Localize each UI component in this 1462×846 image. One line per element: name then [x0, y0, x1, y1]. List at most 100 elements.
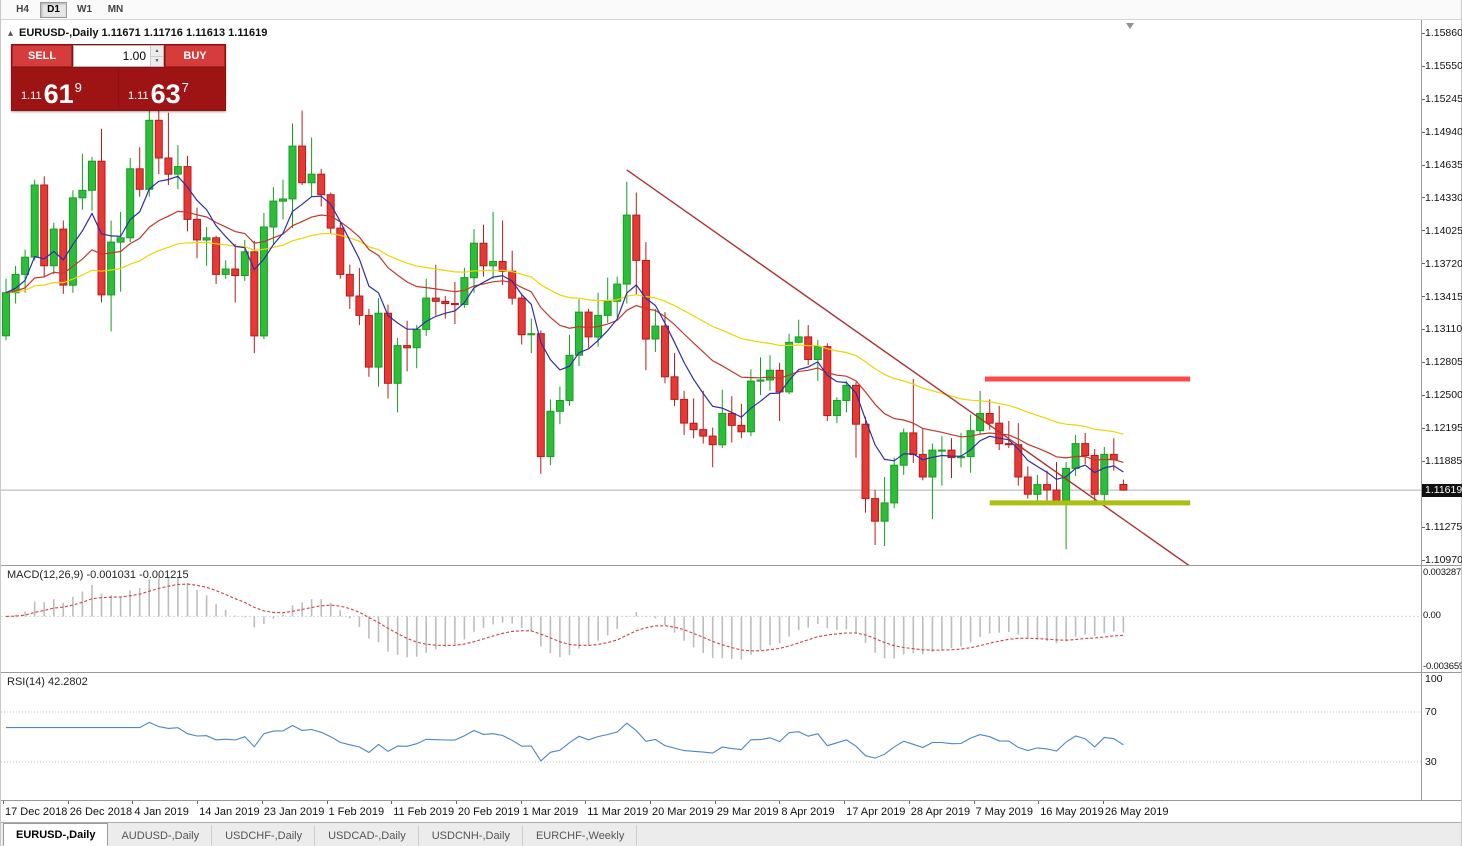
rsi-axis-label: 30 [1425, 756, 1437, 768]
rsi-label: RSI(14) 42.2802 [7, 676, 88, 688]
date-axis-label: 29 Mar 2019 [716, 806, 779, 818]
date-axis-label: 17 Apr 2019 [846, 806, 906, 818]
date-axis-tick [973, 801, 975, 804]
date-axis-tick [908, 801, 910, 804]
buy-price-display[interactable]: 1.11 63 7 [119, 68, 225, 110]
ma_fast-line [5, 175, 1124, 481]
price-axis-tick [1422, 394, 1425, 396]
trade-panel-controls: SELL ▲ ▼ BUY [12, 45, 225, 67]
price-axis-tick [1422, 559, 1425, 561]
volume-spinner: ▲ ▼ [150, 46, 163, 66]
price-axis-label: 1.13415 [1425, 290, 1462, 303]
date-axis-tick [197, 801, 199, 804]
price-axis-tick [1422, 296, 1425, 297]
date-axis-label: 1 Feb 2019 [328, 806, 385, 818]
price-axis-tick [1422, 427, 1425, 429]
sell-price-pip: 9 [74, 80, 82, 95]
date-axis-label: 14 Jan 2019 [199, 806, 260, 818]
volume-input[interactable] [74, 46, 150, 66]
price-axis[interactable]: 1.15860 1.15550 1.15245 1.14940 1.14635 1.143… [1422, 20, 1462, 566]
macd-axis-label: -0.003659 [1423, 661, 1462, 672]
timeframe-button-mn[interactable]: MN [102, 2, 129, 18]
ma_slow-line [5, 232, 1124, 435]
date-axis[interactable]: 17 Dec 2018 26 Dec 2018 4 Jan 2019 14 Jan 2… [1, 801, 1421, 822]
date-axis-tick [585, 801, 587, 804]
macd-histogram [5, 577, 1125, 660]
date-axis-tick [1038, 801, 1040, 804]
sell-price-prefix: 1.11 [21, 90, 42, 102]
buy-button[interactable]: BUY [165, 45, 225, 67]
current-price-tag: 1.11619 [1422, 483, 1462, 497]
date-axis-tick [1102, 801, 1104, 804]
price-axis-tick [1422, 32, 1425, 34]
rsi-axis: 100 70 30 [1422, 673, 1462, 800]
chart-ohlc-header: ▴ EURUSD-,Daily 1.11671 1.11716 1.11613 … [8, 27, 267, 39]
date-axis-tick [67, 801, 69, 804]
volume-box: ▲ ▼ [73, 45, 164, 67]
sell-price-display[interactable]: 1.11 61 9 [12, 68, 118, 110]
price-axis-label: 1.14025 [1425, 224, 1462, 237]
tab-eurusd-daily[interactable]: EURUSD-,Daily [3, 823, 109, 846]
descending-trendline[interactable] [626, 169, 1195, 565]
price-axis-label: 1.10970 [1425, 554, 1462, 566]
macd-label: MACD(12,26,9) -0.001031 -0.001215 [7, 569, 189, 581]
trade-panel-collapse-icon[interactable]: ▴ [8, 27, 14, 39]
pane-separator-macd-rsi[interactable] [1, 672, 1461, 673]
tab-usdchf-daily[interactable]: USDCHF-,Daily [212, 825, 316, 846]
volume-increase-button[interactable]: ▲ [151, 46, 163, 57]
tab-usdcad-daily[interactable]: USDCAD-,Daily [315, 825, 419, 846]
sell-price-main: 61 [43, 79, 74, 109]
timeframe-button-h4[interactable]: H4 [9, 2, 36, 18]
pane-separator-rsi-dates[interactable] [1, 800, 1461, 801]
volume-decrease-button[interactable]: ▼ [151, 56, 163, 66]
date-axis-label: 16 May 2019 [1040, 806, 1104, 818]
tab-usdcnh-daily[interactable]: USDCNH-,Daily [419, 825, 523, 846]
chart-area: ▴ EURUSD-,Daily 1.11671 1.11716 1.11613 … [1, 20, 1462, 822]
macd-axis-label: 0.00 [1423, 610, 1441, 622]
date-axis-label: 26 May 2019 [1104, 806, 1169, 818]
chart-title: EURUSD-,Daily 1.11671 1.11716 1.11613 1.… [19, 27, 268, 39]
date-axis-label: 26 Dec 2018 [69, 806, 133, 818]
date-axis-label: 20 Feb 2019 [457, 806, 520, 818]
sell-button[interactable]: SELL [12, 45, 72, 67]
price-axis-label: 1.14330 [1425, 191, 1462, 204]
date-axis-tick [844, 801, 846, 804]
price-axis-divider [1421, 20, 1422, 801]
date-axis-tick [779, 801, 781, 804]
price-axis-label: 1.11885 [1425, 455, 1462, 468]
timeframe-button-d1[interactable]: D1 [40, 1, 67, 18]
trade-panel-prices: 1.11 61 9 1.11 63 7 [12, 68, 225, 110]
tab-eurchf-weekly[interactable]: EURCHF-,Weekly [523, 825, 638, 846]
price-axis-tick [1422, 460, 1425, 462]
price-axis-label: 1.12500 [1425, 389, 1462, 402]
price-axis-label: 1.13110 [1425, 323, 1462, 336]
main-chart-canvas[interactable] [1, 25, 1421, 565]
tab-audusd-daily[interactable]: AUDUSD-,Daily [108, 825, 213, 846]
price-axis-label: 1.15860 [1425, 27, 1462, 39]
date-axis-label: 7 May 2019 [975, 806, 1033, 818]
rsi-line [6, 721, 1124, 762]
price-axis-label: 1.13720 [1425, 257, 1462, 270]
price-axis-tick [1422, 230, 1425, 232]
buy-price-pip: 7 [181, 80, 189, 95]
rsi-canvas[interactable] [1, 673, 1421, 800]
date-axis-label: 23 Jan 2019 [263, 806, 325, 818]
date-axis-label: 11 Mar 2019 [587, 806, 649, 818]
timeframe-button-w1[interactable]: W1 [71, 2, 98, 18]
rsi-axis-label: 100 [1425, 673, 1443, 685]
macd-axis: 0.003287 0.00 -0.003659 [1422, 566, 1462, 672]
date-axis-label: 8 Apr 2019 [781, 806, 835, 818]
date-axis-label: 28 Apr 2019 [910, 806, 971, 818]
pane-separator-main-macd[interactable] [1, 565, 1461, 566]
macd-signal-line [5, 583, 1124, 652]
date-axis-tick [714, 801, 716, 804]
price-axis-label: 1.15245 [1425, 93, 1462, 106]
candles [2, 102, 1128, 550]
macd-canvas[interactable] [1, 566, 1421, 672]
price-axis-label: 1.15550 [1425, 60, 1462, 73]
date-axis-tick [261, 801, 263, 804]
date-axis-tick [132, 801, 134, 804]
price-axis-label: 1.12195 [1425, 422, 1462, 434]
rsi-axis-label: 70 [1425, 706, 1437, 718]
